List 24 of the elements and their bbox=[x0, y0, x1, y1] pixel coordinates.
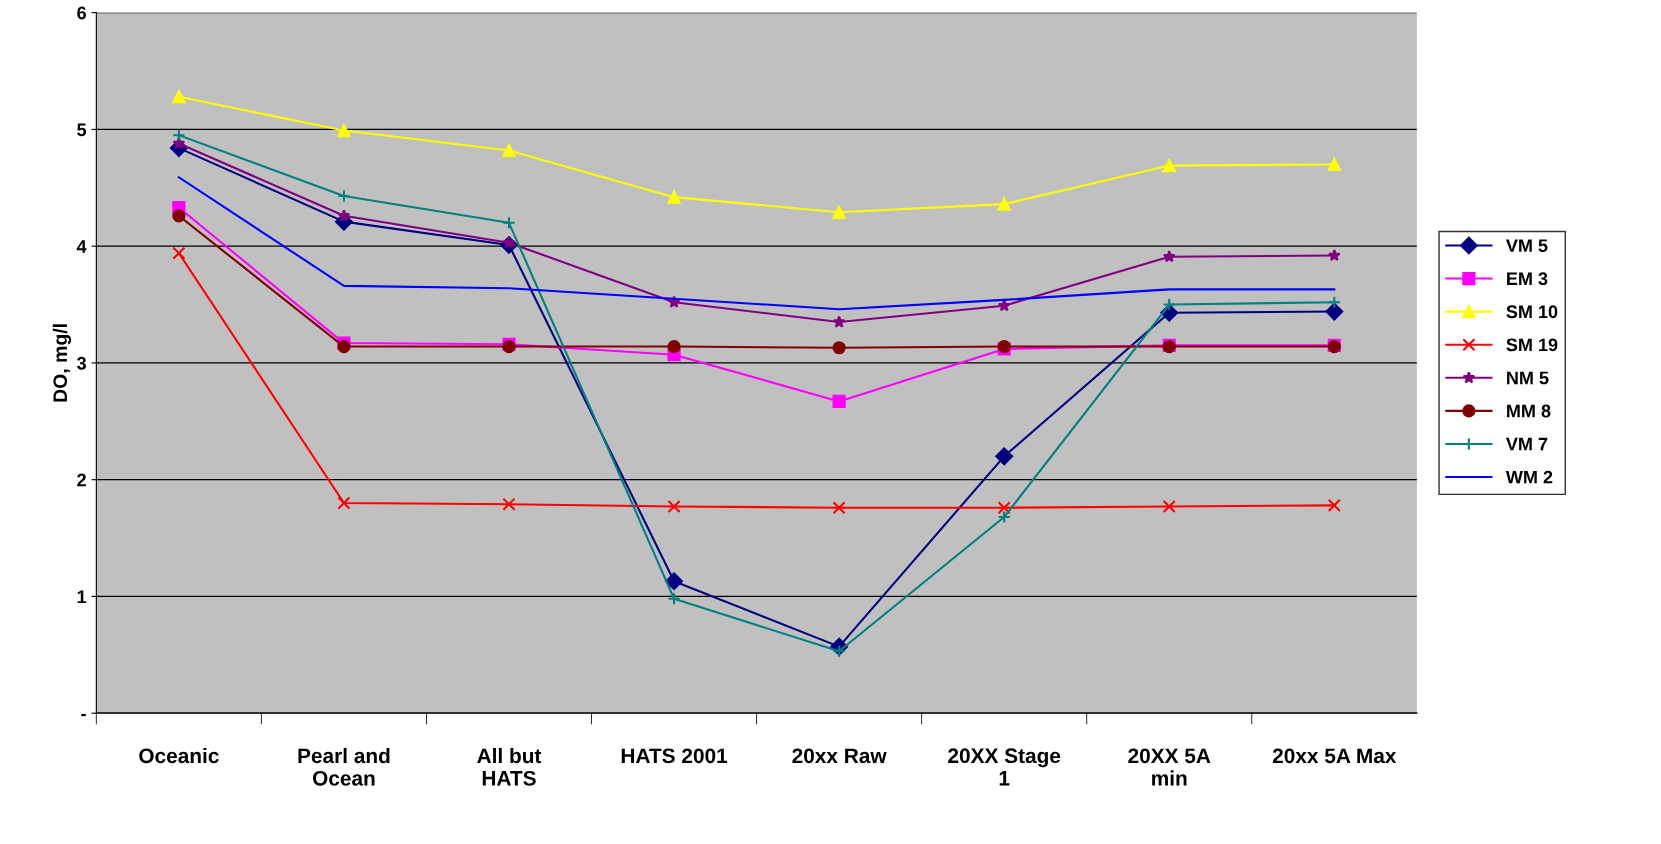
legend-label: EM 3 bbox=[1507, 272, 1548, 286]
y-tick-label: 5 bbox=[77, 123, 87, 137]
y-tick-label: 2 bbox=[77, 473, 86, 487]
y-tick-label: 6 bbox=[77, 6, 86, 20]
y-tick-label: - bbox=[81, 713, 86, 717]
x-tick-label: 20xx 5A Max bbox=[1272, 748, 1397, 764]
legend-label: MM 8 bbox=[1507, 404, 1551, 418]
legend-label: NM 5 bbox=[1507, 371, 1549, 385]
legend-label: VM 7 bbox=[1506, 437, 1548, 451]
legend-label: SM 19 bbox=[1506, 338, 1558, 352]
x-tick-label: All but HATS bbox=[477, 747, 542, 786]
x-tick-label: 20xx Raw bbox=[792, 748, 887, 764]
y-tick-label: 1 bbox=[77, 590, 87, 603]
x-tick-label: Pearl and Ocean bbox=[298, 747, 390, 786]
y-axis-title: DO, mg/l bbox=[52, 324, 72, 402]
x-tick-label: Oceanic bbox=[139, 747, 219, 764]
y-tick-label: 4 bbox=[76, 240, 87, 253]
legend-label: VM 5 bbox=[1506, 239, 1548, 252]
legend-label: SM 10 bbox=[1506, 305, 1558, 319]
legend-label: WM 2 bbox=[1505, 470, 1553, 484]
x-tick-label: HATS 2001 bbox=[621, 748, 728, 764]
x-tick-label: 20XX Stage 1 bbox=[948, 748, 1061, 786]
x-tick-label: 20XX 5A min bbox=[1128, 748, 1211, 786]
y-tick-label: 3 bbox=[76, 356, 86, 370]
